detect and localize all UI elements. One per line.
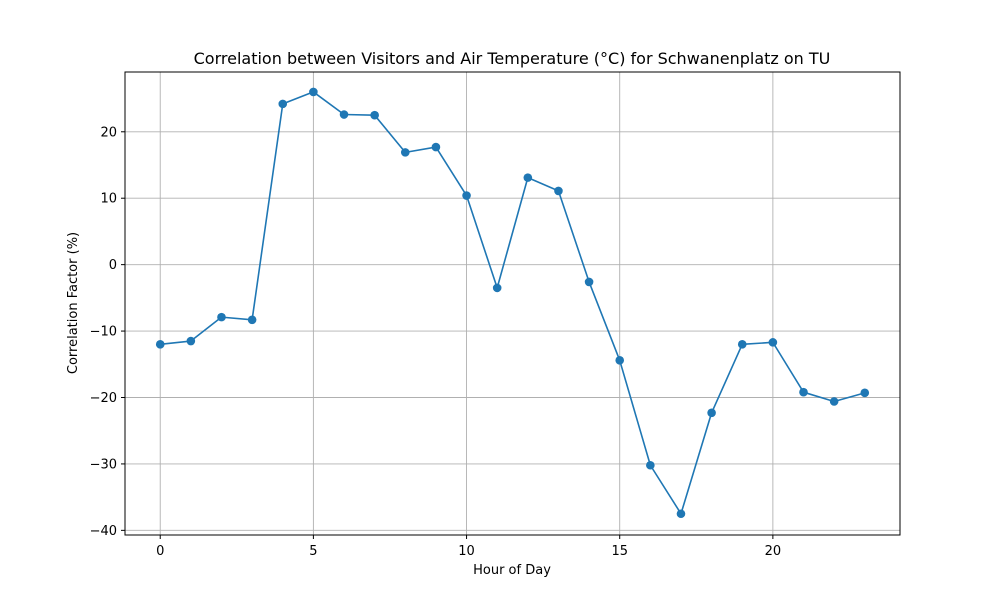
data-point <box>707 408 716 418</box>
gridlines <box>125 72 900 535</box>
data-point <box>554 186 563 196</box>
data-point <box>370 110 379 120</box>
data-point <box>799 387 808 397</box>
plot-frame <box>124 71 901 536</box>
x-tick-label: 20 <box>765 544 782 559</box>
data-point <box>584 277 594 287</box>
data-point <box>217 312 226 322</box>
data-point <box>247 315 257 325</box>
chart-title: Correlation between Visitors and Air Tem… <box>194 49 831 68</box>
data-point <box>155 340 165 349</box>
series-layer <box>155 87 870 519</box>
series-line <box>160 91 865 515</box>
data-point <box>860 388 870 398</box>
data-point <box>523 173 533 182</box>
data-point <box>615 355 625 365</box>
data-point <box>492 283 502 293</box>
data-point <box>768 338 778 347</box>
data-point <box>400 148 410 157</box>
x-tick-label: 5 <box>309 544 317 559</box>
y-tick-label: −40 <box>90 524 117 539</box>
y-axis-label: Correlation Factor (%) <box>66 232 81 374</box>
data-point <box>186 336 196 346</box>
data-point <box>309 87 318 97</box>
data-point <box>829 397 839 406</box>
data-point <box>339 110 349 119</box>
y-tick-label: 0 <box>109 258 117 273</box>
data-point <box>646 460 655 470</box>
y-tick-label: −20 <box>90 391 117 406</box>
x-axis-label: Hour of Day <box>473 563 551 578</box>
x-tick-label: 15 <box>611 544 628 559</box>
data-point <box>431 142 441 152</box>
y-tick-label: −10 <box>90 325 117 340</box>
y-tick-label: 10 <box>100 192 117 207</box>
x-tick-label: 0 <box>156 544 164 559</box>
data-point <box>737 340 747 349</box>
y-tick-label: −30 <box>90 457 117 472</box>
data-point <box>462 191 471 200</box>
y-tick-label: 20 <box>100 125 117 140</box>
axis-ticks: 0 5 10 15 20 −40 −30 −20 −10 0 10 20 <box>90 125 782 559</box>
data-point <box>676 509 686 519</box>
x-tick-label: 10 <box>458 544 475 559</box>
data-point <box>278 99 288 109</box>
